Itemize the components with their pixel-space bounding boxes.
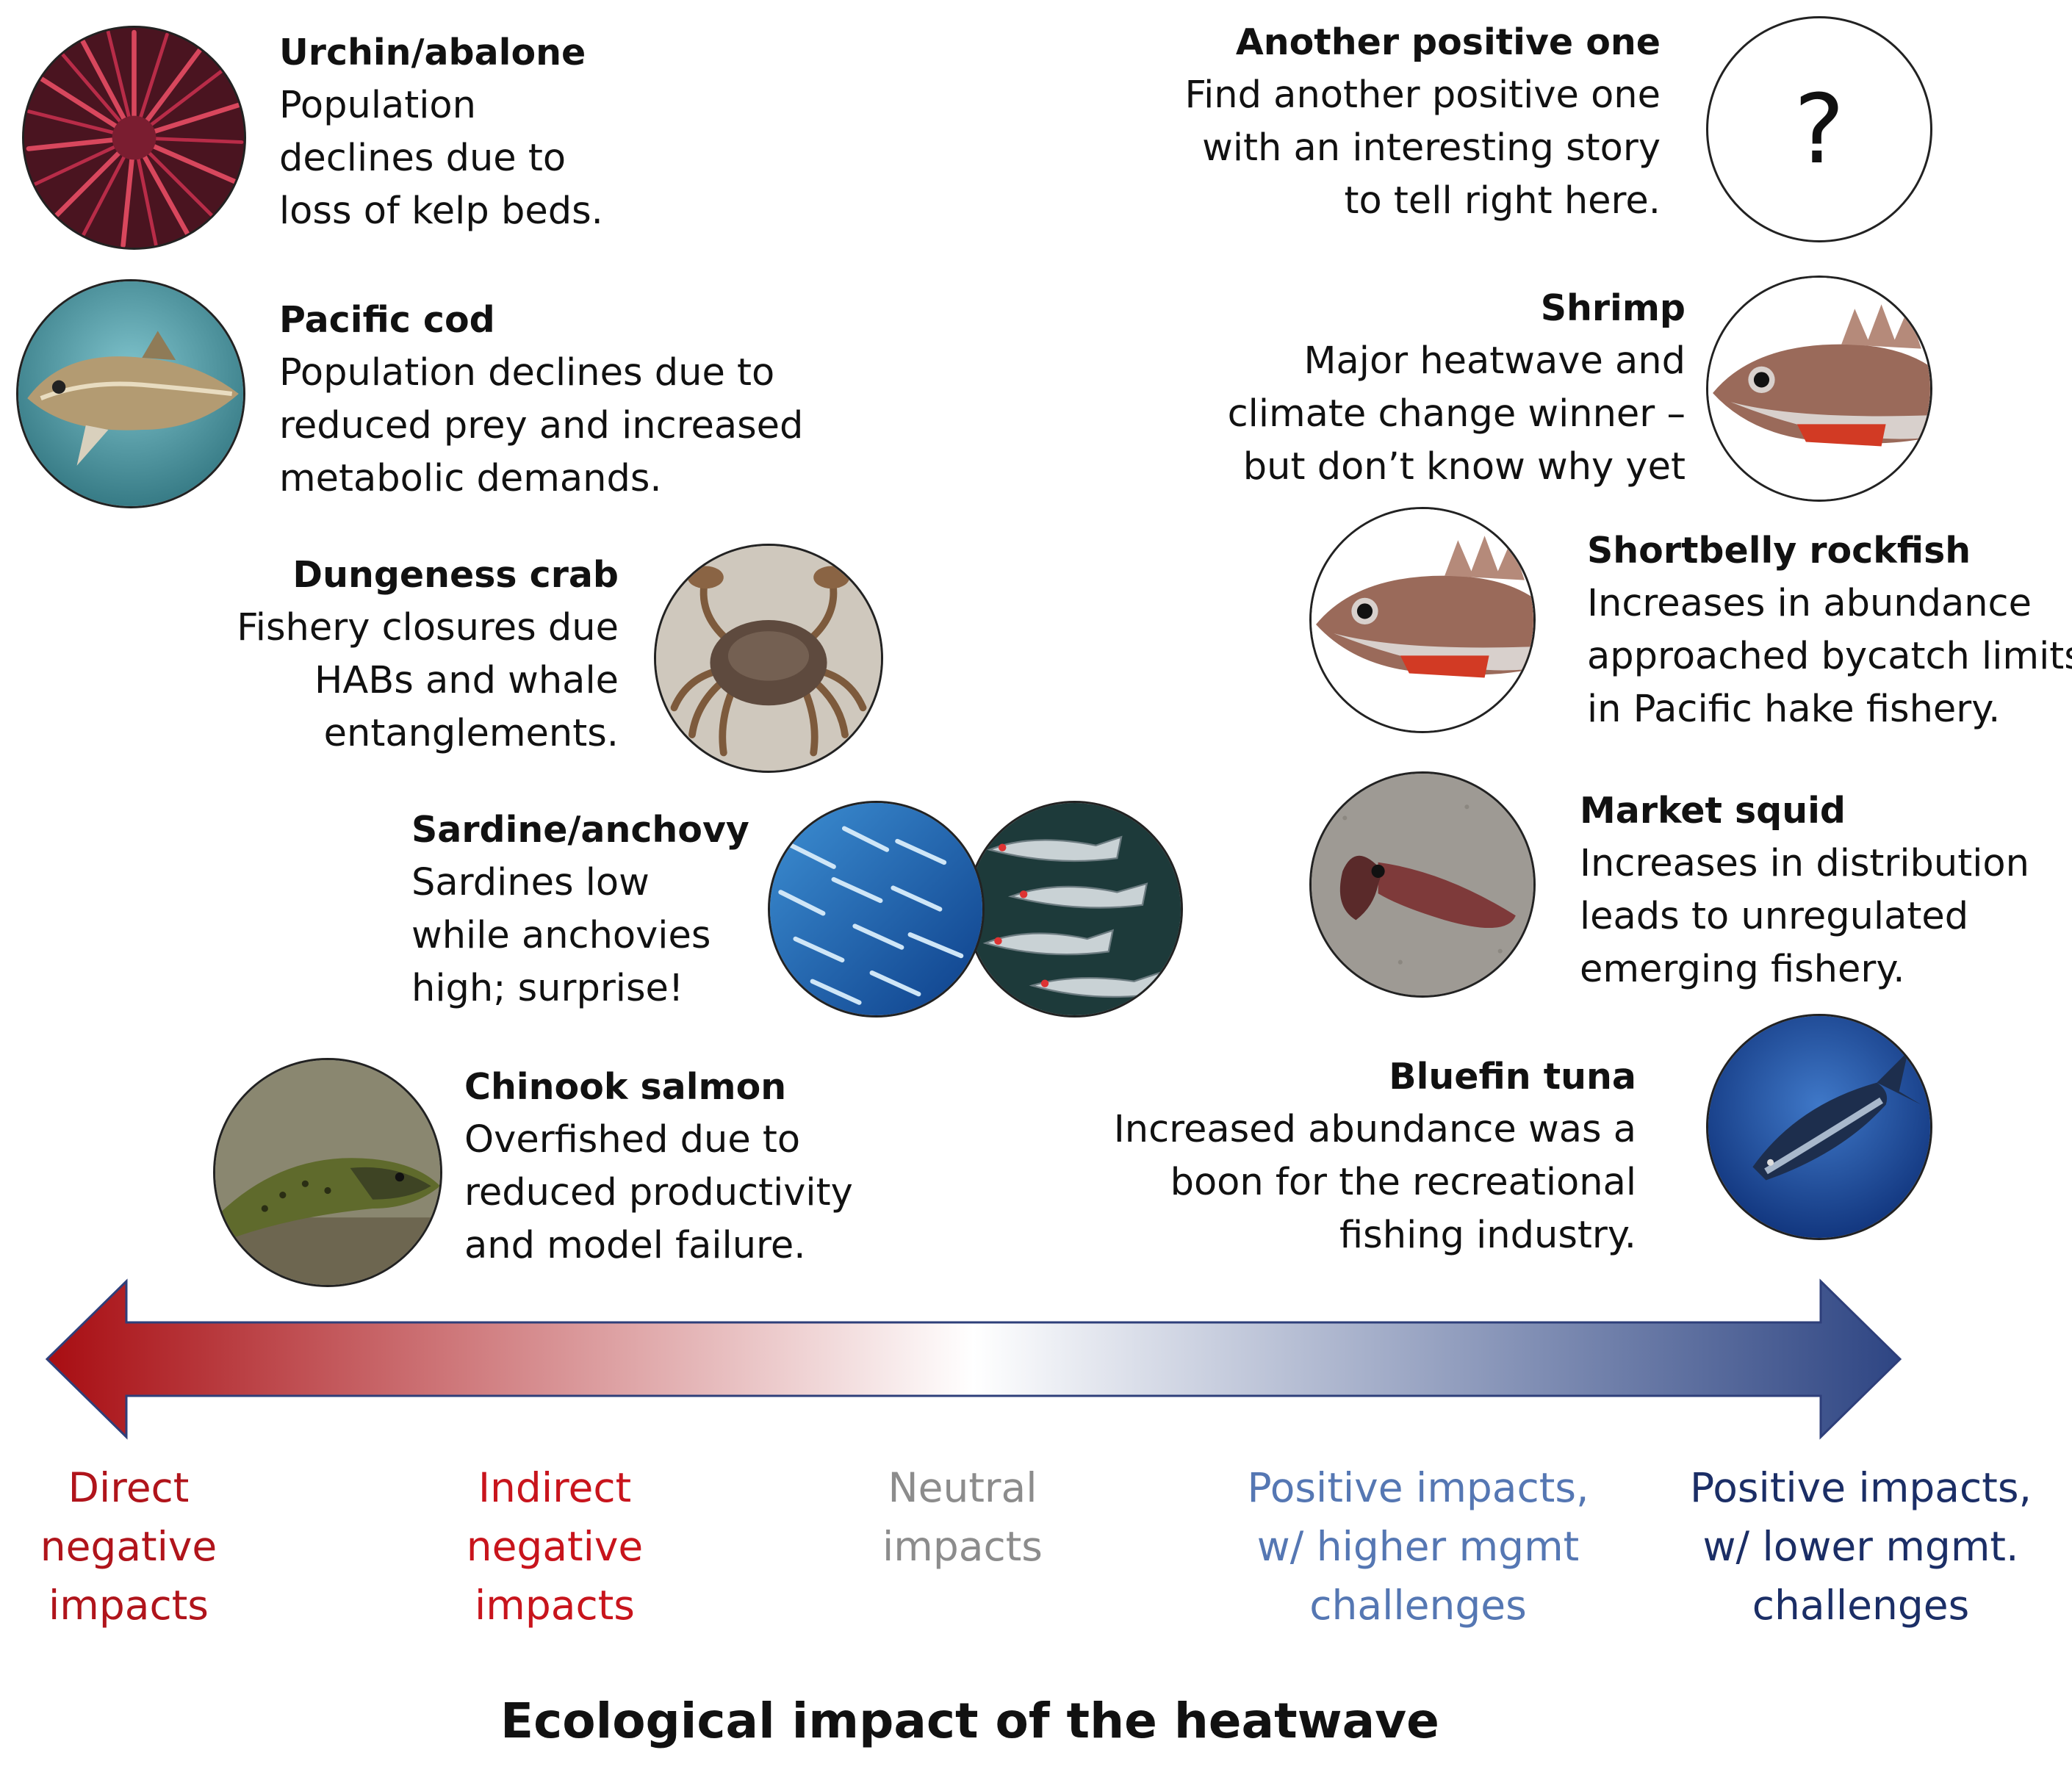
pacific-cod-line-1: Population declines due to: [279, 351, 775, 395]
chinook-salmon-line-3: and model failure.: [464, 1224, 806, 1267]
pacific-cod-photo: [16, 279, 245, 508]
sardine-anchovy-line-3: high; surprise!: [411, 967, 684, 1010]
category-positive-higher-line-3: challenges: [1309, 1582, 1527, 1629]
bluefin-tuna-line-2: boon for the recreational: [1170, 1161, 1636, 1204]
category-direct-negative-line-1: Direct: [68, 1464, 190, 1511]
category-direct-negative-line-3: impacts: [48, 1582, 209, 1629]
chinook-salmon-line-1: Overfished due to: [464, 1118, 801, 1161]
category-positive-higher-line-1: Positive impacts,: [1247, 1464, 1589, 1511]
category-positive-lower-line-3: challenges: [1752, 1582, 1970, 1629]
question-mark-icon: ?: [1794, 73, 1845, 185]
shrimp-title: Shrimp: [1540, 287, 1686, 329]
market-squid-photo: [1309, 771, 1536, 998]
chinook-salmon-icon: [215, 1060, 440, 1285]
shortbelly-rockfish-photo: [1309, 507, 1536, 733]
dungeness-crab-line-1: Fishery closures due: [237, 606, 619, 649]
bluefin-tuna-text: Bluefin tuna Increased abundance was a b…: [1029, 1051, 1636, 1262]
another-positive-line-1: Find another positive one: [1184, 73, 1661, 117]
dungeness-crab-text: Dungeness crab Fishery closures due HABs…: [220, 549, 619, 760]
dungeness-crab-line-3: entanglements.: [323, 712, 619, 755]
market-squid-line-1: Increases in distribution: [1580, 842, 2029, 885]
another-positive-line-3: to tell right here.: [1344, 179, 1661, 223]
shortbelly-rockfish-line-1: Increases in abundance: [1587, 582, 2032, 625]
axis-title: Ecological impact of the heatwave: [500, 1693, 1439, 1749]
market-squid-line-3: emerging fishery.: [1580, 948, 1905, 991]
category-neutral: Neutral impacts: [834, 1458, 1091, 1576]
sea-urchin-icon: [24, 28, 244, 248]
pacific-cod-text: Pacific cod Population declines due to r…: [279, 294, 803, 505]
category-indirect-negative-line-1: Indirect: [478, 1464, 632, 1511]
bluefin-tuna-line-3: fishing industry.: [1339, 1214, 1636, 1257]
rockfish-icon: [1312, 509, 1533, 731]
chinook-salmon-title: Chinook salmon: [464, 1066, 787, 1108]
chinook-salmon-text: Chinook salmon Overfished due to reduced…: [464, 1061, 853, 1272]
shrimp-photo: [1706, 275, 1932, 502]
shortbelly-rockfish-line-2: approached bycatch limits: [1587, 635, 2072, 678]
impact-scale-arrow: [45, 1278, 1902, 1440]
category-direct-negative-line-2: negative: [40, 1523, 217, 1570]
sardine-school-icon: [770, 803, 982, 1015]
anchovy-photo: [966, 801, 1183, 1018]
another-positive-title: Another positive one: [1235, 21, 1661, 63]
shrimp-line-2: climate change winner –: [1227, 392, 1686, 436]
urchin-text: Urchin/abalone Population declines due t…: [279, 26, 603, 238]
chinook-salmon-photo: [213, 1058, 442, 1287]
dungeness-crab-photo: [654, 544, 883, 773]
shortbelly-rockfish-text: Shortbelly rockfish Increases in abundan…: [1587, 525, 2072, 736]
dungeness-crab-line-2: HABs and whale: [314, 659, 619, 702]
bluefin-tuna-icon: [1708, 1016, 1930, 1238]
category-neutral-line-1: Neutral: [888, 1464, 1037, 1511]
market-squid-icon: [1312, 774, 1533, 995]
urchin-line-1: Population: [279, 84, 476, 127]
market-squid-text: Market squid Increases in distribution l…: [1580, 785, 2029, 996]
dungeness-crab-icon: [656, 546, 881, 771]
rockfish-icon: [1708, 278, 1930, 500]
another-positive-line-2: with an interesting story: [1202, 126, 1661, 170]
shortbelly-rockfish-line-3: in Pacific hake fishery.: [1587, 688, 2001, 731]
pacific-cod-line-2: reduced prey and increased: [279, 404, 804, 447]
category-indirect-negative-line-2: negative: [466, 1523, 644, 1570]
category-positive-lower-line-2: w/ lower mgmt.: [1702, 1523, 2019, 1570]
urchin-line-3: loss of kelp beds.: [279, 190, 603, 233]
placeholder-circle: ?: [1706, 16, 1932, 242]
pacific-cod-title: Pacific cod: [279, 299, 495, 341]
sardine-anchovy-title: Sardine/anchovy: [411, 809, 749, 851]
market-squid-line-2: leads to unregulated: [1580, 895, 1969, 938]
chinook-salmon-line-2: reduced productivity: [464, 1171, 853, 1214]
another-positive-text: Another positive one Find another positi…: [1146, 16, 1661, 228]
bluefin-tuna-title: Bluefin tuna: [1389, 1056, 1636, 1098]
urchin-title: Urchin/abalone: [279, 32, 586, 73]
shrimp-line-3: but don’t know why yet: [1242, 445, 1686, 489]
category-positive-higher-line-2: w/ higher mgmt: [1256, 1523, 1580, 1570]
pacific-cod-icon: [18, 281, 243, 506]
category-direct-negative: Direct negative impacts: [0, 1458, 257, 1635]
sardine-photo: [768, 801, 985, 1018]
bluefin-tuna-line-1: Increased abundance was a: [1113, 1108, 1636, 1151]
urchin-line-2: declines due to: [279, 137, 566, 180]
category-positive-higher-mgmt: Positive impacts, w/ higher mgmt challen…: [1190, 1458, 1646, 1635]
sardine-anchovy-line-1: Sardines low: [411, 861, 650, 904]
urchin-abalone-photo: [22, 26, 246, 250]
dungeness-crab-title: Dungeness crab: [292, 554, 619, 596]
sardine-anchovy-line-2: while anchovies: [411, 914, 711, 957]
bluefin-tuna-photo: [1706, 1014, 1932, 1240]
category-indirect-negative-line-3: impacts: [475, 1582, 635, 1629]
category-positive-lower-mgmt: Positive impacts, w/ lower mgmt. challen…: [1653, 1458, 2068, 1635]
anchovy-icon: [968, 803, 1181, 1015]
category-indirect-negative: Indirect negative impacts: [426, 1458, 683, 1635]
shortbelly-rockfish-title: Shortbelly rockfish: [1587, 530, 1971, 572]
shrimp-line-1: Major heatwave and: [1303, 339, 1686, 383]
pacific-cod-line-3: metabolic demands.: [279, 457, 662, 500]
sardine-anchovy-text: Sardine/anchovy Sardines low while ancho…: [411, 804, 749, 1015]
market-squid-title: Market squid: [1580, 790, 1846, 832]
category-neutral-line-2: impacts: [882, 1523, 1043, 1570]
shrimp-text: Shrimp Major heatwave and climate change…: [1146, 282, 1686, 494]
category-positive-lower-line-1: Positive impacts,: [1690, 1464, 2032, 1511]
